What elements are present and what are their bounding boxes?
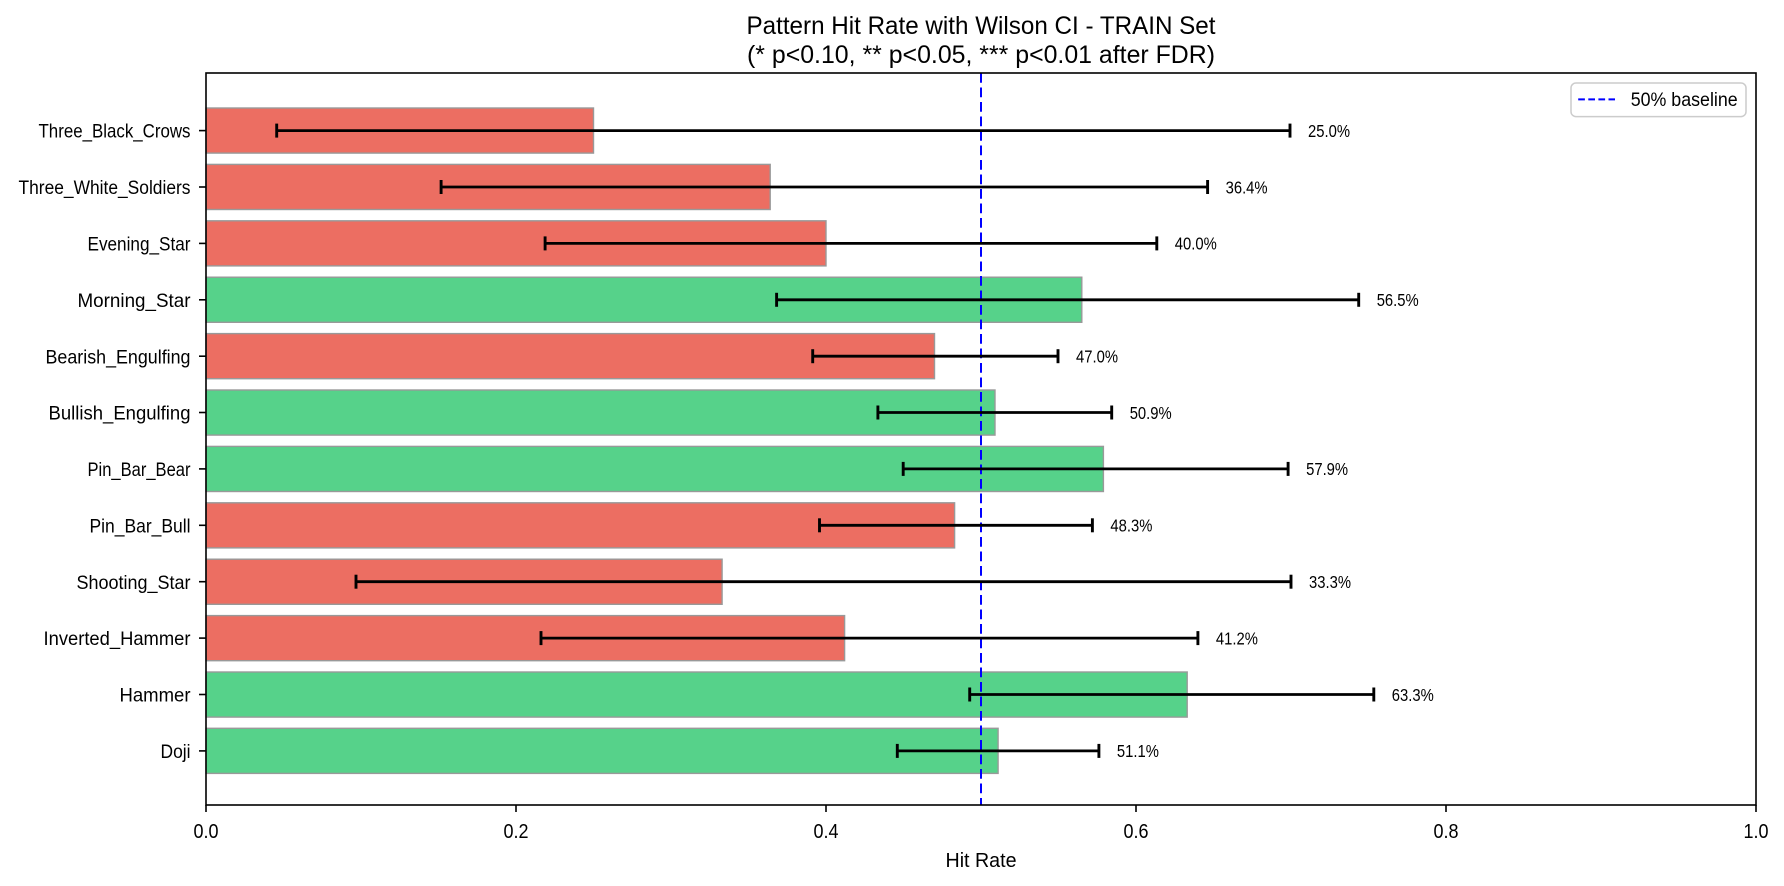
svg-text:50.9%: 50.9% — [1130, 403, 1172, 423]
svg-text:0.4: 0.4 — [814, 821, 839, 843]
svg-text:0.6: 0.6 — [1124, 821, 1149, 843]
svg-text:1.0: 1.0 — [1744, 821, 1769, 843]
svg-text:Pattern Hit Rate with Wilson C: Pattern Hit Rate with Wilson CI - TRAIN … — [747, 12, 1216, 40]
svg-text:51.1%: 51.1% — [1117, 741, 1159, 761]
svg-text:47.0%: 47.0% — [1076, 347, 1118, 367]
svg-text:Pin_Bar_Bear: Pin_Bar_Bear — [88, 459, 191, 481]
svg-text:50% baseline: 50% baseline — [1631, 89, 1738, 111]
svg-text:41.2%: 41.2% — [1216, 628, 1258, 648]
svg-text:(* p<0.10, ** p<0.05, *** p<0.: (* p<0.10, ** p<0.05, *** p<0.01 after F… — [747, 41, 1215, 69]
svg-text:Hammer: Hammer — [120, 685, 191, 707]
svg-text:Shooting_Star: Shooting_Star — [77, 572, 191, 594]
svg-text:Three_Black_Crows: Three_Black_Crows — [39, 121, 191, 143]
svg-text:Three_White_Soldiers: Three_White_Soldiers — [19, 177, 191, 199]
svg-text:56.5%: 56.5% — [1377, 290, 1419, 310]
svg-text:Evening_Star: Evening_Star — [88, 234, 191, 256]
svg-text:48.3%: 48.3% — [1110, 516, 1152, 536]
svg-text:0.8: 0.8 — [1434, 821, 1459, 843]
svg-text:Bearish_Engulfing: Bearish_Engulfing — [46, 346, 191, 368]
svg-text:63.3%: 63.3% — [1392, 685, 1434, 705]
svg-text:0.0: 0.0 — [194, 821, 219, 843]
svg-text:Hit Rate: Hit Rate — [946, 850, 1017, 872]
svg-text:Inverted_Hammer: Inverted_Hammer — [44, 628, 191, 650]
svg-text:36.4%: 36.4% — [1226, 177, 1268, 197]
svg-text:25.0%: 25.0% — [1308, 121, 1350, 141]
svg-text:33.3%: 33.3% — [1309, 572, 1351, 592]
svg-text:57.9%: 57.9% — [1306, 459, 1348, 479]
svg-text:Bullish_Engulfing: Bullish_Engulfing — [49, 403, 191, 425]
svg-text:40.0%: 40.0% — [1175, 234, 1217, 254]
svg-text:0.2: 0.2 — [504, 821, 529, 843]
svg-text:Morning_Star: Morning_Star — [78, 290, 191, 312]
svg-text:Doji: Doji — [161, 741, 191, 763]
svg-text:Pin_Bar_Bull: Pin_Bar_Bull — [90, 515, 191, 537]
